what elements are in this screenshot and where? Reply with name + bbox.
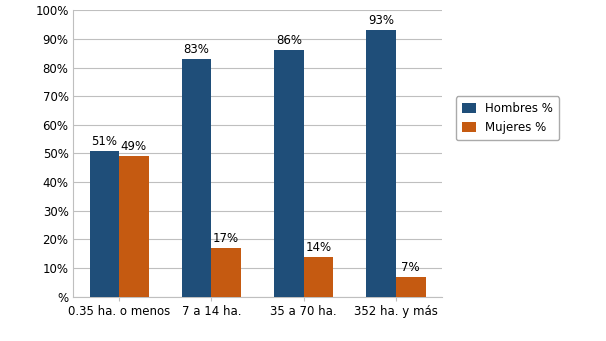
Text: 86%: 86%: [276, 34, 302, 47]
Bar: [304, 256, 333, 297]
Text: 17%: 17%: [213, 232, 239, 245]
Text: 51%: 51%: [92, 135, 118, 148]
Bar: [182, 59, 211, 297]
Text: 7%: 7%: [402, 261, 420, 274]
Text: 49%: 49%: [121, 140, 147, 153]
Text: 83%: 83%: [184, 43, 210, 56]
Bar: [211, 248, 241, 297]
Bar: [90, 151, 119, 297]
Text: 14%: 14%: [305, 241, 331, 254]
Bar: [274, 50, 304, 297]
Text: 93%: 93%: [368, 14, 395, 27]
Bar: [119, 156, 148, 297]
Bar: [367, 30, 396, 297]
Bar: [396, 277, 425, 297]
Legend: Hombres %, Mujeres %: Hombres %, Mujeres %: [456, 97, 559, 140]
